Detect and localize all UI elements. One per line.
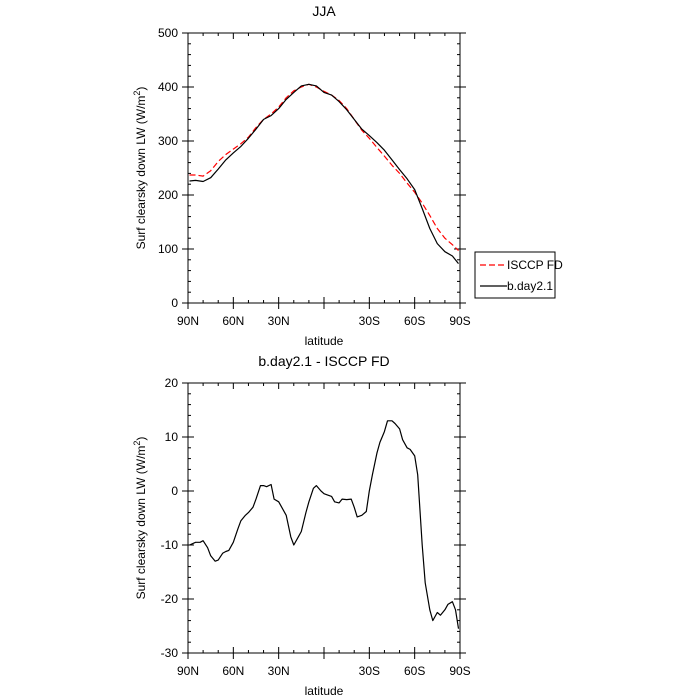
y-axis-title: Surf clearsky down LW (W/m2) [132,437,148,600]
chart-panel-top: JJA 90N 60N 30N 30S 60S 90S 0 100 200 300 400 500 lat… [132,3,471,348]
y-axis-title-end: ) [134,87,148,91]
series-line-b-day2-1 [189,83,459,264]
series-line-isccp-fd [189,83,459,252]
y-axis-title-sup: 2 [132,91,142,96]
y-tick-label: 100 [158,242,178,256]
x-axis-title: latitude [305,334,344,348]
x-axis-title: latitude [305,684,344,698]
x-tick-label: 60N [222,314,244,328]
y-tick-label: 300 [158,134,178,148]
plot-frame [187,382,461,654]
x-tick-label: 90S [449,314,470,328]
y-tick-label: -20 [161,592,179,606]
legend-box [474,251,556,299]
y-axis-title-sup: 2 [132,441,142,446]
y-tick-label: 500 [158,26,178,40]
y-axis-title: Surf clearsky down LW (W/m2) [132,87,148,250]
chart-title: JJA [312,3,336,19]
chart-title: b.day2.1 - ISCCP FD [258,353,389,369]
y-axis-title-end: ) [134,437,148,441]
y-tick-label: 10 [165,430,179,444]
x-tick-label: 60N [222,664,244,678]
y-tick-label: 20 [165,376,179,390]
y-tick-label: -30 [161,646,179,660]
series-line-difference [189,420,460,629]
y-tick-label: -10 [161,538,179,552]
x-tick-label: 90S [449,664,470,678]
legend-label: ISCCP FD [507,258,563,272]
chart-legend: ISCCP FD b.day2.1 [474,251,563,299]
y-tick-label: 0 [171,484,178,498]
y-axis-title-main: Surf clearsky down LW (W/m [134,96,148,250]
y-tick-label: 400 [158,80,178,94]
legend-label: b.day2.1 [507,279,553,293]
y-tick-label: 0 [171,296,178,310]
x-tick-label: 30N [268,664,290,678]
y-tick-label: 200 [158,188,178,202]
x-tick-label: 30N [268,314,290,328]
y-axis-title-main: Surf clearsky down LW (W/m [134,446,148,600]
x-tick-label: 60S [404,314,425,328]
x-tick-label: 60S [404,664,425,678]
chart-panel-bottom: b.day2.1 - ISCCP FD 90N 60N 30N 30S 60S 90S -30… [132,353,471,698]
x-tick-label: 30S [359,314,380,328]
x-tick-label: 30S [359,664,380,678]
x-tick-label: 90N [177,664,199,678]
plot-frame [187,32,461,304]
x-tick-label: 90N [177,314,199,328]
